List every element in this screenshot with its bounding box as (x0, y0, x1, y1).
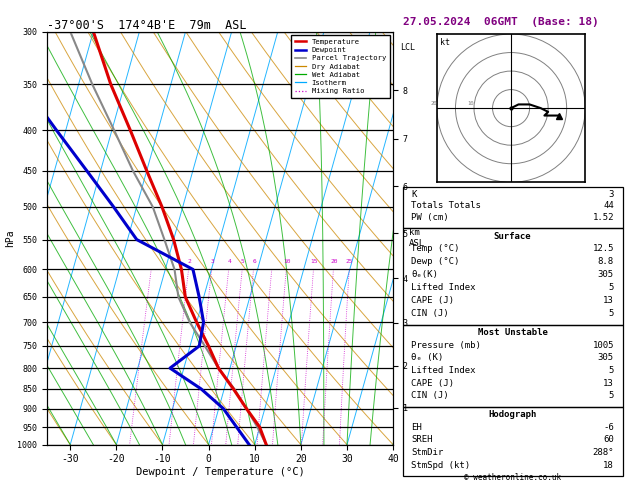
Text: 12.5: 12.5 (593, 244, 614, 254)
Text: 20: 20 (430, 101, 437, 106)
Text: 1.52: 1.52 (593, 213, 614, 222)
Text: Most Unstable: Most Unstable (477, 328, 548, 337)
Text: 13: 13 (603, 296, 614, 305)
Text: 20: 20 (330, 259, 338, 263)
Text: Temp (°C): Temp (°C) (411, 244, 460, 254)
Text: 5: 5 (608, 366, 614, 375)
Text: CIN (J): CIN (J) (411, 392, 449, 400)
Text: 27.05.2024  06GMT  (Base: 18): 27.05.2024 06GMT (Base: 18) (403, 17, 598, 27)
Text: 3: 3 (608, 190, 614, 199)
Text: 8.8: 8.8 (598, 257, 614, 266)
Text: 25: 25 (346, 259, 353, 263)
Text: PW (cm): PW (cm) (411, 213, 449, 222)
Text: 1005: 1005 (593, 341, 614, 349)
Text: 10: 10 (283, 259, 291, 263)
Text: 5: 5 (608, 392, 614, 400)
Text: 288°: 288° (593, 448, 614, 457)
X-axis label: Dewpoint / Temperature (°C): Dewpoint / Temperature (°C) (136, 467, 304, 477)
Text: 60: 60 (603, 435, 614, 445)
Text: K: K (411, 190, 417, 199)
Bar (403, 187, 623, 228)
Bar (403, 407, 623, 476)
Legend: Temperature, Dewpoint, Parcel Trajectory, Dry Adiabat, Wet Adiabat, Isotherm, Mi: Temperature, Dewpoint, Parcel Trajectory… (291, 35, 389, 98)
Text: 4: 4 (228, 259, 231, 263)
Text: Surface: Surface (494, 232, 532, 241)
Text: 2: 2 (187, 259, 191, 263)
Text: Lifted Index: Lifted Index (411, 283, 476, 292)
Text: 5: 5 (608, 283, 614, 292)
Text: LCL: LCL (400, 43, 415, 52)
Y-axis label: hPa: hPa (4, 229, 14, 247)
Text: 3: 3 (211, 259, 214, 263)
Text: 305: 305 (598, 353, 614, 363)
Text: 5: 5 (608, 309, 614, 318)
Text: kt: kt (440, 38, 450, 48)
Text: 18: 18 (603, 461, 614, 469)
Text: Lifted Index: Lifted Index (411, 366, 476, 375)
Text: 44: 44 (603, 202, 614, 210)
Text: θₑ(K): θₑ(K) (411, 270, 438, 279)
Text: 15: 15 (310, 259, 318, 263)
Text: © weatheronline.co.uk: © weatheronline.co.uk (464, 473, 561, 482)
Text: Dewp (°C): Dewp (°C) (411, 257, 460, 266)
Text: EH: EH (411, 423, 422, 432)
Text: Totals Totals: Totals Totals (411, 202, 481, 210)
Bar (403, 228, 623, 325)
Text: CAPE (J): CAPE (J) (411, 379, 454, 388)
Text: Hodograph: Hodograph (489, 411, 537, 419)
Text: 5: 5 (241, 259, 245, 263)
Text: CAPE (J): CAPE (J) (411, 296, 454, 305)
Text: -6: -6 (603, 423, 614, 432)
Text: StmDir: StmDir (411, 448, 443, 457)
Text: StmSpd (kt): StmSpd (kt) (411, 461, 470, 469)
Text: Pressure (mb): Pressure (mb) (411, 341, 481, 349)
Text: 13: 13 (603, 379, 614, 388)
Text: 6: 6 (252, 259, 256, 263)
Text: 305: 305 (598, 270, 614, 279)
Text: -37°00'S  174°4B'E  79m  ASL: -37°00'S 174°4B'E 79m ASL (47, 18, 247, 32)
Text: CIN (J): CIN (J) (411, 309, 449, 318)
Text: θₑ (K): θₑ (K) (411, 353, 443, 363)
Bar (403, 325, 623, 407)
Y-axis label: km
ASL: km ASL (409, 228, 425, 248)
Text: SREH: SREH (411, 435, 433, 445)
Text: 10: 10 (467, 101, 474, 106)
